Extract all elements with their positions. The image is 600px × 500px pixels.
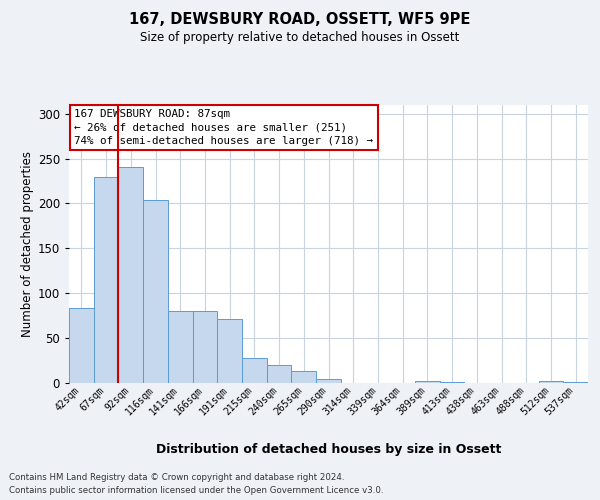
Bar [217,319,242,382]
Bar [267,364,292,382]
Text: 167, DEWSBURY ROAD, OSSETT, WF5 9PE: 167, DEWSBURY ROAD, OSSETT, WF5 9PE [130,12,470,28]
Bar [118,167,143,382]
Bar [415,380,440,382]
Bar [94,176,118,382]
Bar [69,308,94,382]
Text: Distribution of detached houses by size in Ossett: Distribution of detached houses by size … [156,442,502,456]
Bar [193,311,217,382]
Bar [316,379,341,382]
Text: Contains public sector information licensed under the Open Government Licence v3: Contains public sector information licen… [9,486,383,495]
Text: 167 DEWSBURY ROAD: 87sqm
← 26% of detached houses are smaller (251)
74% of semi-: 167 DEWSBURY ROAD: 87sqm ← 26% of detach… [74,109,373,146]
Bar [539,380,563,382]
Y-axis label: Number of detached properties: Number of detached properties [20,151,34,337]
Bar [168,311,193,382]
Text: Contains HM Land Registry data © Crown copyright and database right 2024.: Contains HM Land Registry data © Crown c… [9,472,344,482]
Bar [143,200,168,382]
Text: Size of property relative to detached houses in Ossett: Size of property relative to detached ho… [140,31,460,44]
Bar [292,371,316,382]
Bar [242,358,267,382]
